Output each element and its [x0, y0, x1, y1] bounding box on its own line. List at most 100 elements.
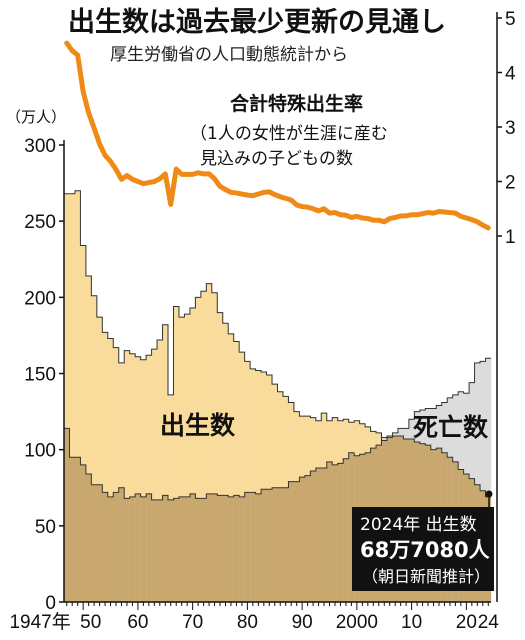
overlap-bar	[118, 487, 125, 602]
x-tick-label: 90	[292, 612, 313, 633]
overlap-bar	[343, 458, 349, 602]
x-tick-label: 20	[456, 612, 477, 633]
birth-bar	[178, 317, 185, 497]
birth-bar	[74, 190, 81, 458]
overlap-bar	[80, 464, 87, 602]
birth-bar	[233, 341, 240, 496]
death-bar	[458, 391, 464, 470]
birth-bar	[217, 312, 223, 496]
deaths-outline	[63, 357, 491, 602]
death-bar	[408, 419, 415, 440]
birth-bar	[80, 245, 87, 465]
overlap-bar	[282, 487, 289, 602]
birth-bar	[365, 426, 371, 453]
x-tick-label: 2000	[336, 612, 378, 633]
death-bar	[480, 361, 486, 491]
y-left-tick-label: 250	[24, 212, 56, 233]
birth-bar	[211, 292, 218, 494]
death-bar	[485, 358, 492, 497]
overlap-bar	[107, 496, 114, 602]
overlap-bar	[321, 467, 327, 602]
birth-bar	[173, 306, 180, 499]
overlap-bar	[168, 499, 174, 602]
y-unit-label: （万人）	[6, 108, 66, 126]
birth-bar	[332, 417, 338, 465]
birth-bar	[135, 356, 141, 494]
death-bar	[447, 397, 453, 458]
birth-bar	[151, 349, 158, 500]
birth-bar	[168, 394, 174, 500]
death-bar	[441, 402, 448, 453]
birth-bar	[96, 317, 103, 485]
y-left-tick-label: 100	[24, 441, 56, 462]
overlap-bar	[228, 496, 234, 602]
deaths-label: 死亡数	[413, 413, 489, 442]
death-bar	[474, 362, 481, 485]
overlap-bar	[113, 492, 119, 602]
annotation-line2: 68万7080人	[360, 538, 490, 562]
overlap-bar	[151, 499, 158, 602]
birth-bar	[359, 423, 366, 455]
birth-bar	[195, 297, 202, 499]
births-outline	[63, 190, 491, 602]
overlap-bar	[293, 481, 300, 602]
overlap-bar	[129, 496, 136, 602]
birth-bar	[266, 375, 273, 490]
overlap-bar	[217, 495, 223, 602]
birth-bar	[146, 355, 152, 494]
y-right-tick-label: 1	[505, 227, 516, 248]
overlap-bar	[102, 492, 108, 602]
overlap-bar	[124, 498, 130, 602]
overlap-bar	[96, 484, 103, 602]
overlap-bar	[304, 475, 311, 602]
x-tick-label: 60	[127, 612, 148, 633]
birth-bar	[282, 396, 289, 488]
tfr-note-line2: 見込みの子どもの数	[200, 149, 353, 169]
tfr-line	[64, 40, 491, 231]
x-tick-label: 10	[401, 612, 422, 633]
overlap-bar	[64, 428, 70, 602]
overlap-bar	[173, 498, 180, 602]
birth-bar	[354, 420, 360, 456]
birth-bar	[113, 347, 119, 493]
annotation-box: 2024年 出生数 68万7080人 （朝日新聞推計）	[352, 490, 494, 591]
overlap-bar	[85, 474, 92, 602]
death-bar	[397, 428, 404, 436]
birth-bar	[386, 435, 393, 438]
birth-bar	[222, 323, 229, 496]
birth-bar	[277, 391, 284, 488]
birth-bar	[239, 352, 245, 497]
birth-bar	[293, 411, 300, 482]
overlap-bar	[91, 484, 98, 602]
death-bar	[392, 432, 399, 436]
birth-bar	[343, 419, 349, 459]
birth-bar	[337, 420, 344, 464]
overlap-bar	[233, 495, 240, 602]
overlap-bar	[255, 493, 262, 602]
birth-bar	[228, 333, 234, 497]
overlap-bar	[250, 492, 256, 602]
overlap-bar	[310, 470, 317, 602]
birth-bar	[140, 359, 147, 497]
births-label: 出生数	[160, 411, 236, 440]
overlap-bar	[272, 487, 278, 602]
overlap-bar	[184, 496, 191, 602]
y-left-tick-label: 300	[24, 136, 56, 157]
overlap-bar	[288, 481, 295, 602]
y-right-tick-label: 2	[505, 173, 516, 194]
overlap-bar	[140, 496, 147, 602]
death-bar	[425, 408, 431, 446]
birth-bar	[129, 353, 136, 497]
overlap-bar	[222, 495, 229, 602]
birth-bar	[184, 314, 191, 497]
y-left-tick-label: 150	[24, 365, 56, 386]
y-left-tick-label: 50	[35, 517, 56, 538]
overlap-bar	[277, 487, 284, 602]
birth-bar	[157, 339, 163, 500]
birth-bar	[189, 307, 196, 494]
annotation-line1: 2024年 出生数	[360, 515, 477, 535]
overlap-bar	[157, 499, 163, 602]
overlap-bar	[211, 493, 218, 602]
overlap-bar	[315, 467, 322, 602]
